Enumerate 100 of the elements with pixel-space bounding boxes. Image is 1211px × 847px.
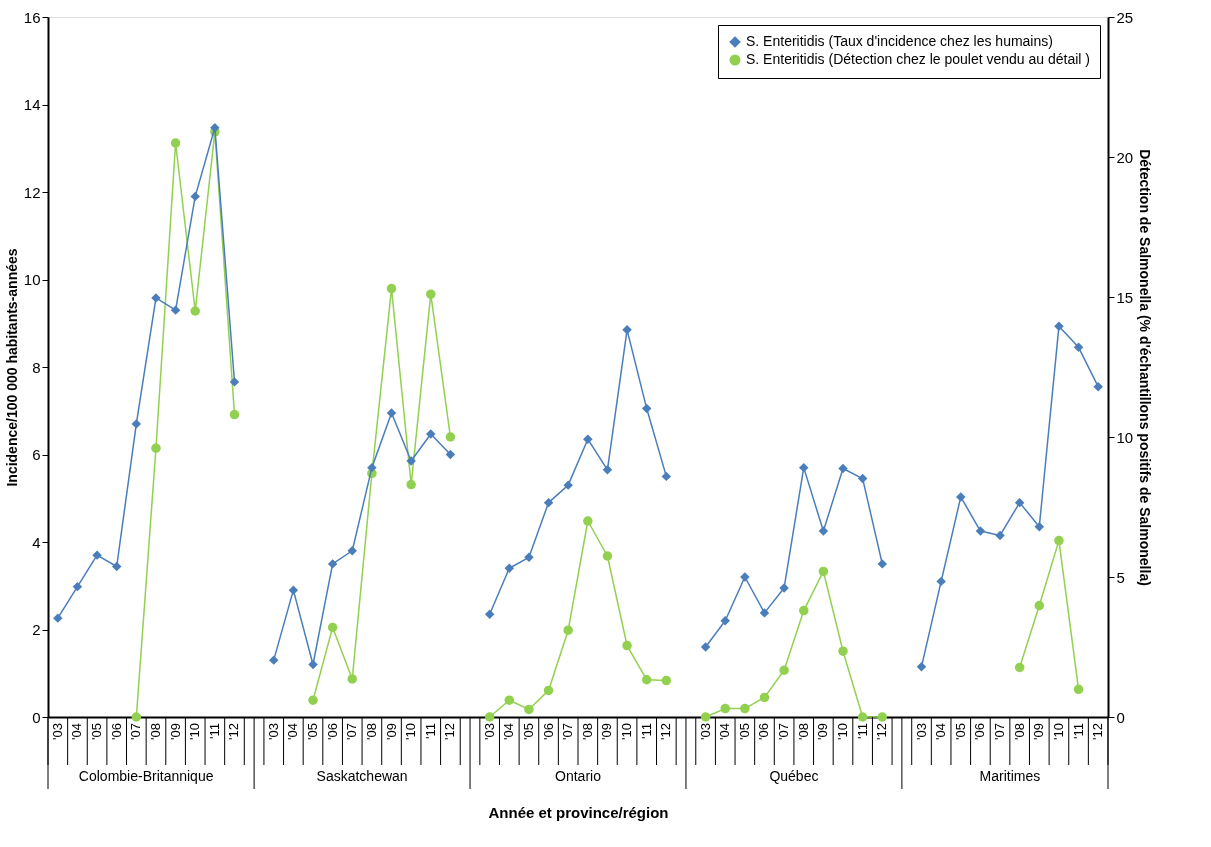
x-tick-label: '11 <box>422 723 438 739</box>
point <box>857 473 868 484</box>
point <box>426 289 436 299</box>
x-tick-label: '06 <box>324 723 340 740</box>
x-tick-label: '07 <box>992 723 1008 740</box>
x-tick-label: '08 <box>795 723 811 740</box>
text: Ontario <box>555 768 602 784</box>
point <box>190 191 200 202</box>
point <box>1034 600 1045 611</box>
x-tick-label: '03 <box>49 723 65 740</box>
x-tick-label: '09 <box>599 723 615 740</box>
point <box>190 306 200 316</box>
x-tick-label: '06 <box>540 723 556 740</box>
point <box>583 434 593 444</box>
point <box>308 659 318 670</box>
point <box>111 561 122 572</box>
point <box>543 685 554 696</box>
point <box>269 655 279 665</box>
y-axis-title: Incidence/100 000 habitants-années <box>3 248 20 487</box>
x-tick-label: '09 <box>167 723 183 740</box>
y-tick-label: 6 <box>32 446 41 463</box>
point <box>916 661 927 672</box>
point <box>1014 662 1025 673</box>
legend-label: S. Enteritidis (Détection chez le poulet vendu au détail ) <box>746 51 1090 67</box>
point <box>131 712 142 722</box>
point <box>308 695 318 705</box>
x-tick-label: '11 <box>638 723 654 739</box>
x-tick-label: '07 <box>776 723 792 740</box>
x-tick-label: '11 <box>854 723 870 739</box>
point <box>504 563 515 573</box>
point <box>229 377 240 387</box>
point <box>759 608 770 618</box>
point <box>426 429 436 439</box>
point <box>799 605 809 616</box>
text: Maritimes <box>979 768 1041 784</box>
x-tick-label: '06 <box>972 723 988 740</box>
x-tick-label: '04 <box>285 723 301 740</box>
point <box>327 559 338 569</box>
point <box>740 703 750 714</box>
y2-tick-label: 5 <box>1116 568 1125 586</box>
point <box>602 551 613 561</box>
y2-tick-label: 10 <box>1116 428 1134 446</box>
x-tick-label: '12 <box>874 723 890 740</box>
point <box>524 704 534 715</box>
point <box>347 674 357 684</box>
x-tick-label: '10 <box>835 723 850 740</box>
y-tick-label: 14 <box>23 96 41 113</box>
x-tick-label: '03 <box>913 723 929 740</box>
x-tick-label: '10 <box>403 723 419 740</box>
x-tick-label: '06 <box>108 723 124 740</box>
text: Québec <box>769 768 819 784</box>
point <box>445 449 456 460</box>
point <box>386 283 397 294</box>
x-tick-label: '04 <box>69 723 85 740</box>
x-tick-label: '08 <box>579 723 595 740</box>
x-axis-title: Année et province/région <box>488 803 669 821</box>
x-tick-label: '11 <box>206 723 222 739</box>
x-tick-label: '09 <box>1031 723 1047 740</box>
x-tick-label: '07 <box>128 723 144 740</box>
x-tick-label: '04 <box>933 723 949 740</box>
point <box>229 409 240 420</box>
point <box>700 642 711 652</box>
point <box>975 526 986 536</box>
point <box>622 325 632 335</box>
point <box>72 581 83 592</box>
point <box>720 616 730 626</box>
point <box>53 613 63 623</box>
point <box>661 471 672 482</box>
x-tick-label: '09 <box>815 723 831 740</box>
point <box>956 492 966 502</box>
point <box>543 497 554 508</box>
x-tick-label: '03 <box>481 723 497 740</box>
point <box>327 622 338 633</box>
point <box>641 675 652 685</box>
y2-tick-label: 20 <box>1116 148 1134 166</box>
point <box>602 465 613 475</box>
point <box>386 408 397 418</box>
text: Saskatchewan <box>316 768 408 784</box>
text: Colombie-Britannique <box>78 768 214 784</box>
point <box>288 585 299 595</box>
point <box>818 566 829 577</box>
x-tick-label: '05 <box>736 723 752 740</box>
y-tick-label: 16 <box>23 8 41 26</box>
y2-tick-label: 0 <box>1116 708 1125 726</box>
y-tick-label: 2 <box>32 621 41 638</box>
point <box>877 712 887 722</box>
point <box>563 625 573 635</box>
x-tick-label: '10 <box>619 723 635 740</box>
point <box>700 712 711 722</box>
point <box>170 305 181 315</box>
point <box>936 576 946 587</box>
x-tick-label: '11 <box>1070 723 1086 739</box>
x-tick-label: '12 <box>1090 723 1106 740</box>
point <box>838 646 848 656</box>
x-tick-label: '10 <box>1050 723 1066 740</box>
x-tick-label: '05 <box>305 723 320 740</box>
x-tick-label: '08 <box>363 723 379 740</box>
point <box>170 138 181 148</box>
x-tick-label: '06 <box>756 723 772 740</box>
point <box>759 692 770 703</box>
